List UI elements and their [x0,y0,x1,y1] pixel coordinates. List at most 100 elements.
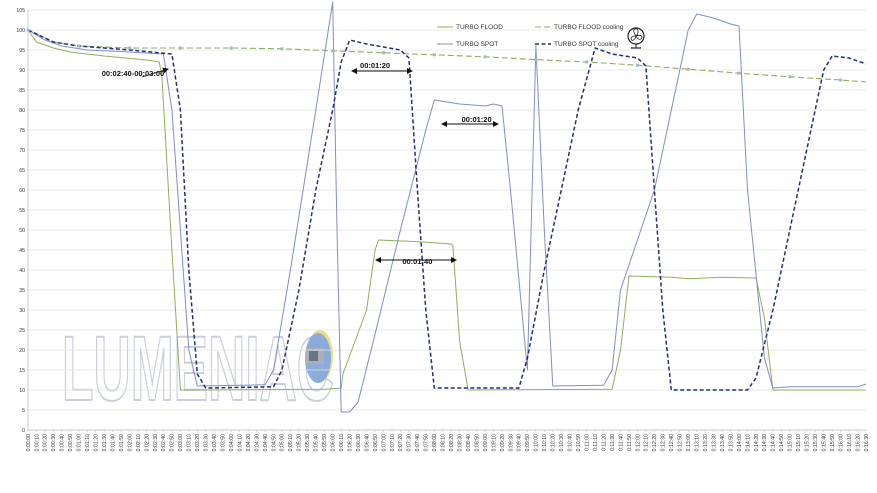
y-tick-label: 100 [16,28,25,34]
x-tick-label: 0:01:20 [94,434,100,451]
x-tick-label: 0:01:50 [119,434,125,451]
y-tick-label: 20 [19,348,25,354]
x-tick-label: 0:03:10 [187,434,193,451]
x-tick-label: 0:06:30 [356,434,362,451]
x-tick-label: 0:00:30 [51,434,57,451]
x-tick-label: 0:06:10 [339,434,345,451]
x-tick-label: 0:06:20 [347,434,353,451]
x-tick-label: 0:15:00 [788,434,794,451]
x-tick-label: 0:03:00 [178,434,184,451]
x-tick-label: 0:09:50 [525,434,531,451]
x-tick-label: 0:01:10 [85,434,91,451]
x-tick-label: 0:04:50 [271,434,277,451]
y-tick-label: 5 [22,408,25,414]
x-tick-label: 0:02:50 [170,434,176,451]
series-marker [534,58,538,62]
x-tick-label: 0:05:20 [297,434,303,451]
y-tick-label: 40 [19,268,25,274]
x-tick-label: 0:16:00 [838,434,844,451]
x-tick-label: 0:09:40 [517,434,523,451]
x-tick-label: 0:14:40 [771,434,777,451]
watermark-text: LUMENIAC [62,318,334,420]
x-tick-label: 0:00:40 [60,434,66,451]
y-tick-label: 60 [19,188,25,194]
x-tick-label: 0:04:40 [263,434,269,451]
annotations: 00:02:40-00:03:00 00:01:20 00:01:20 00:01:4… [102,61,499,266]
x-tick-label: 0:15:30 [813,434,819,451]
x-tick-label: 0:04:20 [246,434,252,451]
series-lines [26,1,867,413]
legend-label: TURBO FLOOD cooling [554,24,624,31]
x-tick-label: 0:13:40 [720,434,726,451]
x-tick-label: 0:08:00 [432,434,438,451]
series-marker [839,78,843,82]
x-tick-label: 0:15:10 [796,434,802,451]
x-tick-label: 0:08:50 [474,434,480,451]
gridlines [28,9,866,431]
x-tick-label: 0:04:30 [254,434,260,451]
x-tick-label: 0:05:40 [314,434,320,451]
annotation-label: 00:01:20 [462,115,492,124]
x-tick-label: 0:14:20 [754,434,760,451]
x-tick-label: 0:07:50 [424,434,430,451]
x-tick-label: 0:07:20 [398,434,404,451]
x-tick-label: 0:16:30 [864,434,870,451]
x-tick-label: 0:06:00 [331,434,337,451]
x-tick-label: 0:14:10 [745,434,751,451]
x-tick-label: 0:08:10 [441,434,447,451]
x-tick-label: 0:08:20 [449,434,455,451]
series-line-3 [27,29,867,391]
x-tick-label: 0:12:30 [661,434,667,451]
x-tick-label: 0:02:00 [127,434,133,451]
x-tick-label: 0:05:00 [280,434,286,451]
series-marker [686,67,690,71]
legend-label: TURBO SPOT [456,41,498,48]
y-tick-label: 35 [19,288,25,294]
x-tick-label: 0:01:40 [110,434,116,451]
y-tick-label: 45 [19,248,25,254]
annotation-label: 00:02:40-00:03:00 [102,69,165,78]
annotation-label: 00:01:20 [360,61,390,70]
axes [27,10,866,431]
watermark: LUMENIAC [61,317,335,421]
series-marker [331,49,335,53]
x-tick-label: 0:01:00 [77,434,83,451]
x-tick-label: 0:00:20 [43,434,49,451]
legend: TURBO FLOOD TURBO FLOOD cooling TURBO SPOT… [437,24,624,48]
x-tick-label: 0:03:30 [204,434,210,451]
y-tick-label: 85 [19,88,25,94]
y-tick-label: 50 [19,228,25,234]
x-tick-label: 0:13:50 [728,434,734,451]
x-tick-label: 0:07:40 [415,434,421,451]
series-marker [737,71,741,75]
x-tick-label: 0:12:40 [669,434,675,451]
x-tick-label: 0:16:10 [847,434,853,451]
x-tick-label: 0:10:00 [534,434,540,451]
x-tick-label: 0:10:50 [576,434,582,451]
x-tick-label: 0:03:40 [212,434,218,451]
x-tick-label: 0:13:10 [695,434,701,451]
x-tick-label: 0:02:40 [161,434,167,451]
x-tick-label: 0:06:50 [373,434,379,451]
x-tick-label: 0:02:30 [153,434,159,451]
x-tick-label: 0:14:30 [762,434,768,451]
x-tick-label: 0:11:40 [618,434,624,451]
x-tick-label: 0:15:20 [805,434,811,451]
x-tick-label: 0:11:20 [601,434,607,451]
x-tick-label: 0:05:10 [288,434,294,451]
series-marker [788,75,792,79]
series-marker [483,55,487,59]
y-tick-label: 55 [19,208,25,214]
x-tick-label: 0:09:30 [508,434,514,451]
x-tick-label: 0:00:00 [26,434,32,451]
x-tick-label: 0:12:00 [635,434,641,451]
x-tick-label: 0:14:50 [779,434,785,451]
annotation-arrow [141,67,169,78]
x-tick-label: 0:12:50 [678,434,684,451]
x-tick-label: 0:13:30 [711,434,717,451]
y-tick-label: 10 [19,388,25,394]
x-tick-label: 0:02:10 [136,434,142,451]
y-tick-label: 0 [22,428,25,434]
x-tick-label: 0:15:50 [830,434,836,451]
y-tick-label: 75 [19,128,25,134]
